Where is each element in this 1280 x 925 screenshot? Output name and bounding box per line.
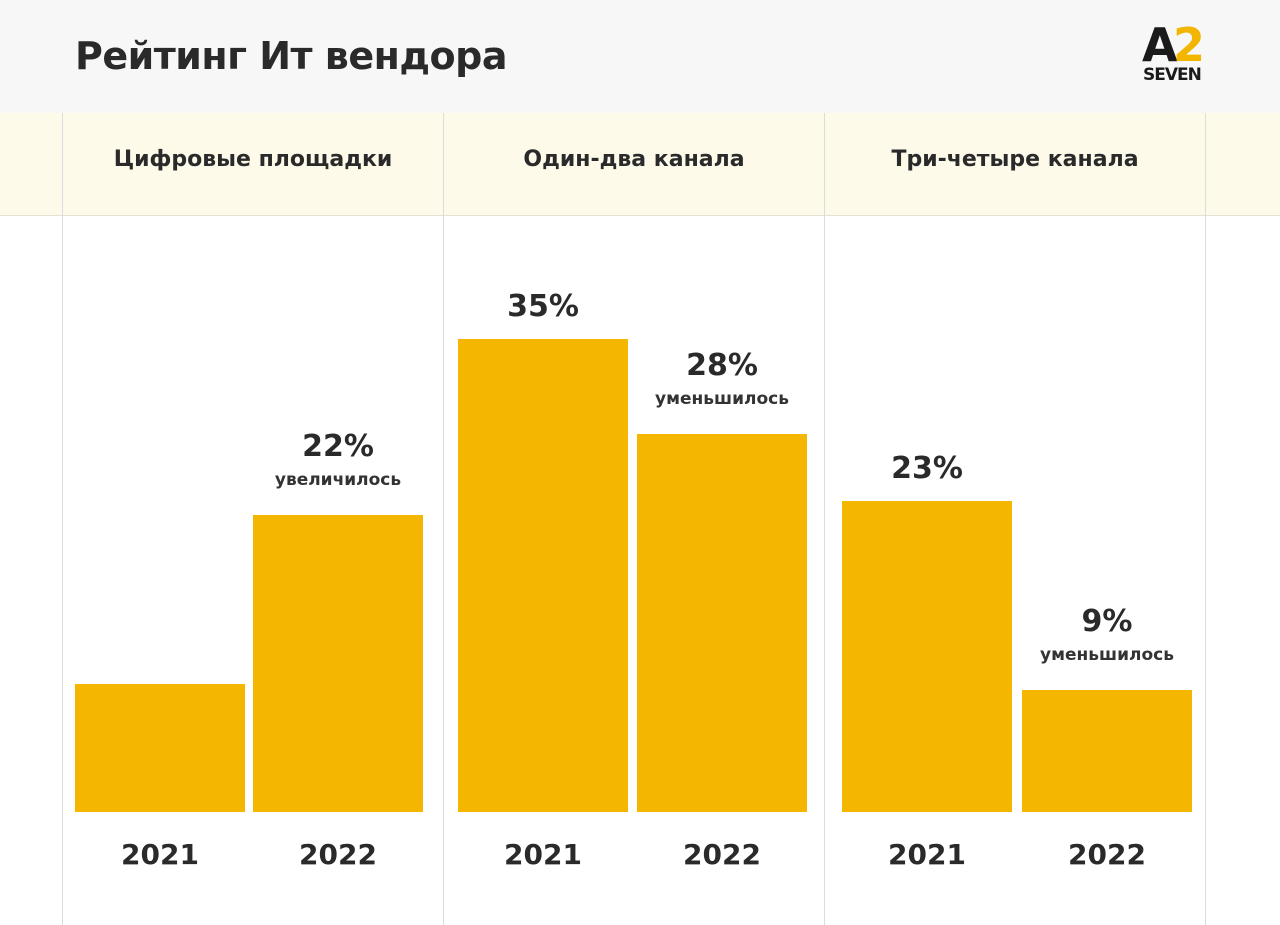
- category-band: [0, 113, 1280, 216]
- change-note: уменьшилось: [655, 388, 789, 409]
- bar: [842, 501, 1012, 812]
- value-label: 28%: [686, 347, 758, 383]
- change-note: уменьшилось: [1040, 645, 1174, 666]
- header: Рейтинг Ит вендора A 2 SEVEN: [0, 0, 1280, 113]
- year-label: 2021: [504, 838, 582, 871]
- year-label: 2021: [888, 838, 966, 871]
- category-label: Три-четыре канала: [891, 147, 1139, 172]
- bar: [253, 514, 423, 812]
- logo-letter-a: A: [1142, 18, 1178, 72]
- value-label: 22%: [302, 428, 374, 464]
- year-label: 2022: [683, 838, 761, 871]
- year-label: 2021: [121, 838, 199, 871]
- logo-word-seven: SEVEN: [1143, 65, 1202, 85]
- column-divider: [824, 113, 825, 925]
- category-label: Один-два канала: [523, 147, 745, 172]
- change-note: увеличилось: [274, 469, 402, 490]
- value-label: 35%: [507, 289, 579, 324]
- bar: [1022, 690, 1192, 812]
- bar: [458, 339, 628, 812]
- bar: [637, 433, 807, 812]
- column-divider: [62, 113, 63, 925]
- bar: [75, 683, 245, 812]
- year-label: 2022: [1068, 838, 1146, 871]
- column-divider: [1205, 113, 1206, 925]
- column-divider: [443, 113, 444, 925]
- value-label: 9%: [1081, 604, 1133, 640]
- logo-digit-2: 2: [1173, 18, 1206, 72]
- page-title: Рейтинг Ит вендора: [75, 34, 508, 78]
- year-label: 2022: [299, 838, 377, 871]
- value-label: 23%: [891, 451, 963, 487]
- category-label: Цифровые площадки: [113, 147, 393, 172]
- a2seven-logo: A 2 SEVEN: [1142, 22, 1208, 86]
